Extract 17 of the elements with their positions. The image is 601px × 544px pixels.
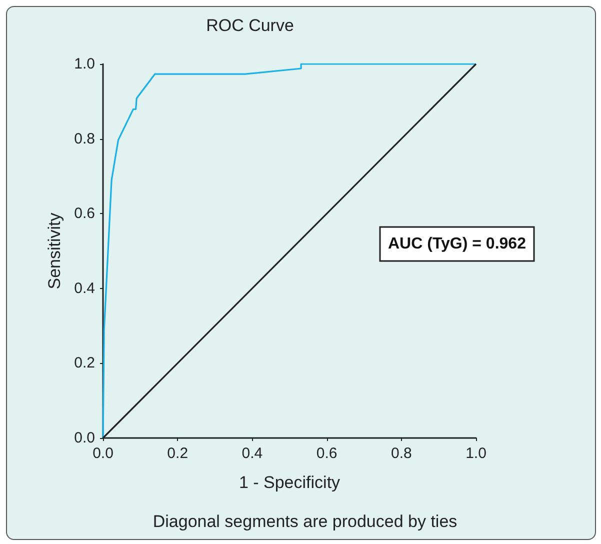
- x-tick-label: 1.0: [466, 445, 486, 462]
- y-tick-label: 1.0: [74, 56, 95, 72]
- x-tick-label: 0.6: [316, 445, 338, 462]
- x-axis-title: 1 - Specificity: [238, 473, 341, 492]
- y-tick-label: 0.6: [74, 205, 95, 222]
- y-tick-label: 0.4: [74, 280, 95, 297]
- y-tick-label: 0.8: [74, 130, 95, 148]
- x-tick-label: 0.4: [242, 445, 263, 462]
- x-tick-label: 0.0: [92, 445, 114, 462]
- y-tick-label: 0.0: [74, 430, 95, 446]
- annotation: AUC (TyG) = 0.962: [388, 236, 526, 252]
- y-axis-title: Sensitivity: [45, 212, 64, 290]
- y-tick-label: 0.2: [74, 354, 95, 372]
- text: Diagonal segments are produced by ties: [152, 512, 458, 531]
- x-tick-label: 0.2: [167, 445, 188, 462]
- x-tick-label: 0.8: [390, 445, 412, 462]
- chart-title: ROC Curve: [206, 16, 294, 35]
